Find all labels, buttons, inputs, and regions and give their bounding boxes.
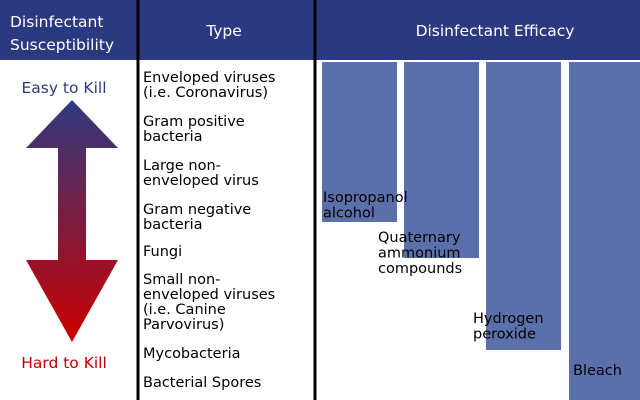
type-label: Gram positive [143, 114, 245, 130]
efficacy-bar [486, 62, 561, 350]
header-bar [0, 0, 640, 60]
disinfectant-label: compounds [378, 261, 462, 277]
disinfectant-label: Isopropanol [323, 190, 408, 206]
arrow [26, 100, 118, 342]
type-label: Large non- [143, 158, 221, 174]
type-label: enveloped viruses [143, 287, 275, 303]
header-text: Type [205, 22, 242, 40]
type-label: (i.e. Canine [143, 302, 226, 318]
disinfectant-label: Bleach [573, 363, 622, 379]
efficacy-bar [569, 62, 640, 400]
type-label: bacteria [143, 129, 203, 145]
scale-label: Easy to Kill [21, 79, 106, 97]
type-label: Mycobacteria [143, 346, 240, 362]
disinfectant-label: Hydrogen [473, 311, 544, 327]
efficacy-bar [404, 62, 479, 258]
disinfectant-label: Quaternary [378, 230, 461, 246]
type-label: Bacterial Spores [143, 375, 261, 391]
efficacy-bar [322, 62, 397, 222]
disinfectant-label: ammonium [378, 246, 461, 262]
type-label: enveloped virus [143, 173, 259, 189]
disinfectant-labels: IsopropanolalcoholQuaternaryammoniumcomp… [323, 190, 622, 379]
type-label: Fungi [143, 244, 182, 260]
header-text: Disinfectant Efficacy [416, 22, 575, 40]
header-text: Disinfectant [10, 13, 103, 31]
type-list: Enveloped viruses(i.e. Coronavirus) Gram … [143, 70, 275, 391]
header-text: Susceptibility [10, 36, 114, 54]
disinfectant-label: alcohol [323, 206, 375, 222]
type-label: (i.e. Coronavirus) [143, 85, 268, 101]
scale-label: Hard to Kill [21, 354, 107, 372]
type-label: Gram negative [143, 202, 251, 218]
type-label: bacteria [143, 217, 203, 233]
type-label: Small non- [143, 272, 220, 288]
type-label: Enveloped viruses [143, 70, 275, 86]
disinfectant-label: peroxide [473, 327, 536, 343]
type-label: Parvovirus) [143, 317, 224, 333]
